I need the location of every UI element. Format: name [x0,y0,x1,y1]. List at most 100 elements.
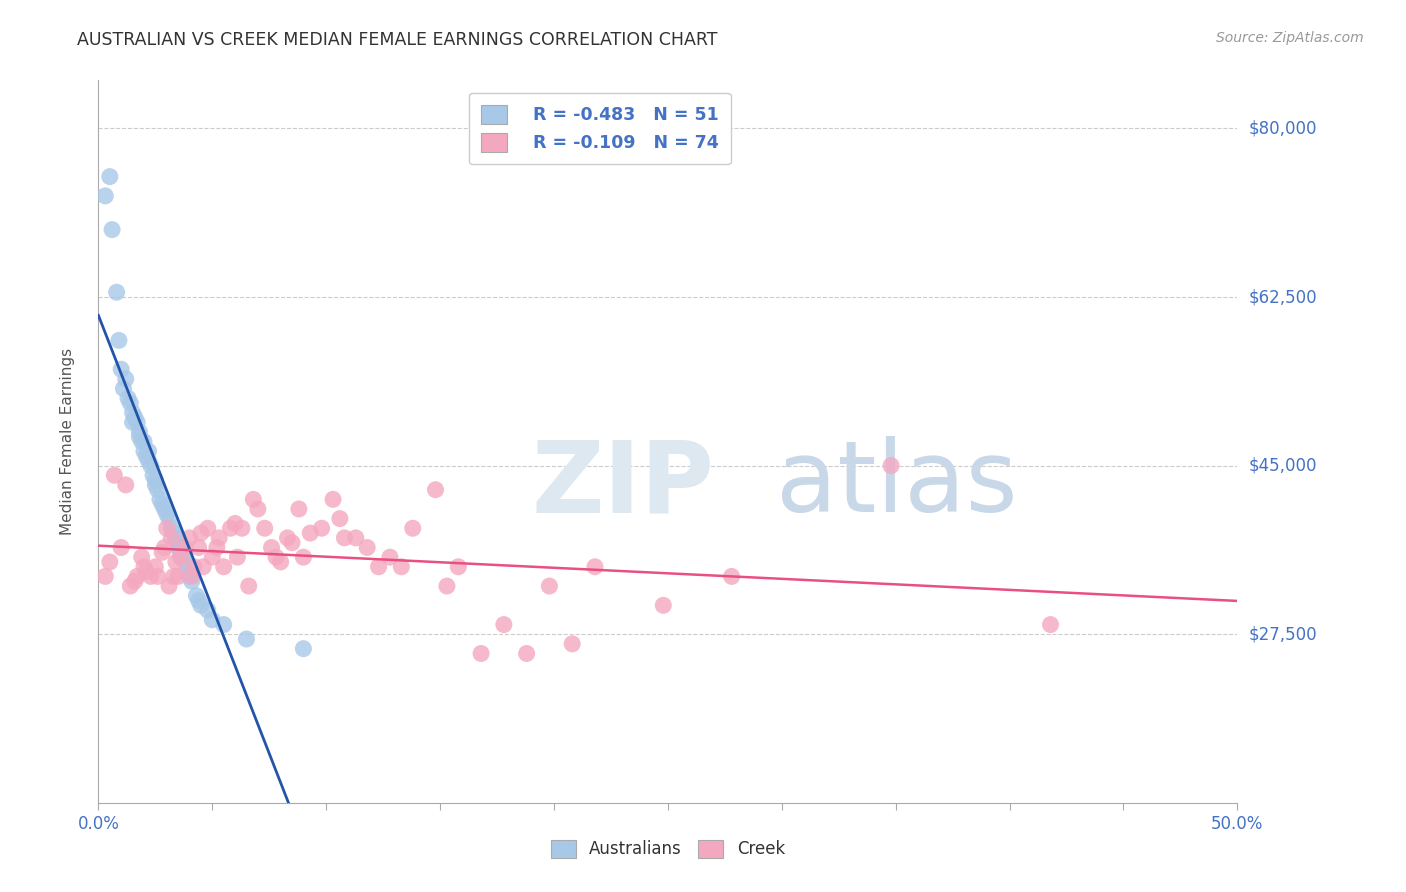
Point [167,535,190,549]
Point [205,541,228,555]
Point [197,521,219,535]
Point [160,521,183,535]
Point [299,526,322,541]
Point [131,434,153,449]
Point [114,372,136,386]
Point [110,362,132,376]
Point [169,545,191,559]
Point [1039,617,1062,632]
Point [447,559,470,574]
Point [156,507,179,521]
Point [238,579,260,593]
Point [145,473,167,487]
Point [145,478,167,492]
Point [193,559,215,574]
Point [121,415,143,429]
Point [201,550,224,565]
Text: Source: ZipAtlas.com: Source: ZipAtlas.com [1216,31,1364,45]
Point [94,189,117,203]
Point [242,492,264,507]
Point [276,531,298,545]
Point [652,599,675,613]
Point [145,559,167,574]
Point [124,574,146,589]
Point [101,222,124,236]
Point [167,541,190,555]
Point [436,579,458,593]
Point [880,458,903,473]
Point [157,511,180,525]
Point [132,434,155,449]
Point [378,550,401,565]
Legend: Australians, Creek: Australians, Creek [543,831,793,867]
Point [162,569,184,583]
Point [128,425,150,439]
Text: $27,500: $27,500 [1249,625,1317,643]
Point [402,521,425,535]
Point [292,550,315,565]
Point [98,555,121,569]
Point [538,579,561,593]
Point [179,531,201,545]
Point [135,449,157,463]
Point [356,541,378,555]
Point [425,483,447,497]
Point [288,502,311,516]
Point [135,565,157,579]
Point [108,334,131,348]
Point [156,521,179,535]
Point [128,430,150,444]
Point [132,444,155,458]
Point [389,559,412,574]
Point [201,613,224,627]
Point [117,391,139,405]
Point [492,617,515,632]
Point [187,593,209,607]
Point [253,521,276,535]
Point [212,617,235,632]
Point [246,502,269,516]
Point [281,535,304,549]
Text: atlas: atlas [776,436,1018,533]
Point [172,550,194,565]
Point [174,541,197,555]
Point [114,478,136,492]
Text: AUSTRALIAN VS CREEK MEDIAN FEMALE EARNINGS CORRELATION CHART: AUSTRALIAN VS CREEK MEDIAN FEMALE EARNIN… [77,31,718,49]
Point [153,502,176,516]
Point [165,555,187,569]
Point [105,285,128,300]
Point [110,541,132,555]
Point [180,574,202,589]
Point [120,396,142,410]
Point [187,541,209,555]
Point [176,565,198,579]
Point [367,559,389,574]
Point [470,647,492,661]
Point [121,406,143,420]
Point [138,454,160,468]
Point [132,559,155,574]
Text: $80,000: $80,000 [1249,120,1317,137]
Point [212,559,235,574]
Point [260,541,283,555]
Point [94,569,117,583]
Point [162,526,184,541]
Point [127,415,149,429]
Point [516,647,538,661]
Point [127,569,149,583]
Point [583,559,606,574]
Point [120,579,142,593]
Point [720,569,742,583]
Point [139,458,162,473]
Point [190,599,212,613]
Point [264,550,287,565]
Point [183,559,205,574]
Y-axis label: Median Female Earnings: Median Female Earnings [60,348,75,535]
Point [131,550,153,565]
Point [180,569,202,583]
Point [138,444,160,458]
Point [124,410,146,425]
Text: $62,500: $62,500 [1249,288,1317,306]
Text: $45,000: $45,000 [1249,457,1317,475]
Point [98,169,121,184]
